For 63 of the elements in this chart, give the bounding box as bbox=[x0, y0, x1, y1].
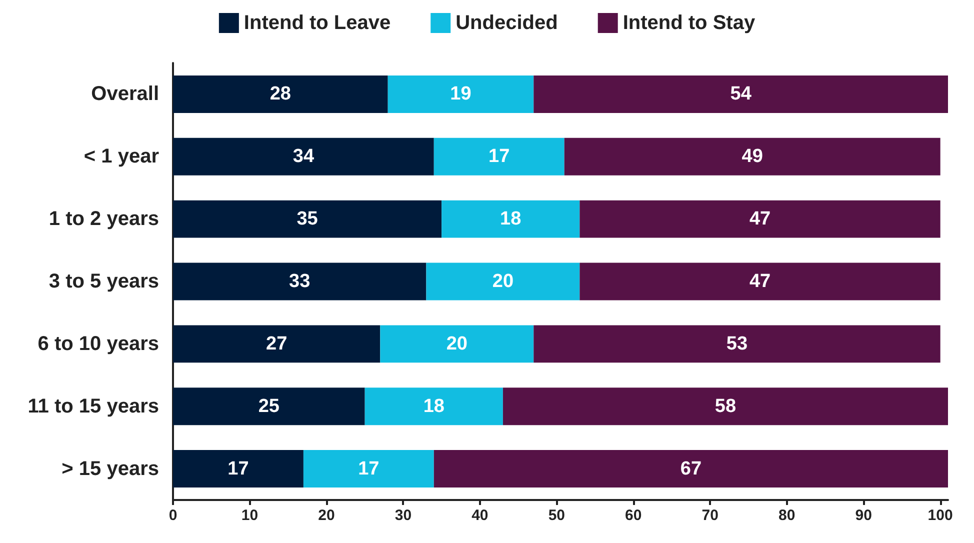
data-label: 34 bbox=[292, 146, 314, 168]
bar bbox=[173, 75, 388, 113]
data-label: 25 bbox=[258, 396, 280, 417]
bar bbox=[534, 325, 940, 363]
data-label: 58 bbox=[714, 396, 736, 417]
data-label: 35 bbox=[296, 208, 318, 230]
data-label: 19 bbox=[450, 84, 472, 105]
bar bbox=[173, 450, 304, 488]
bar bbox=[173, 325, 380, 363]
data-label: 18 bbox=[500, 208, 522, 230]
x-tick-label: 50 bbox=[548, 507, 566, 524]
legend-label: Intend to Leave bbox=[244, 12, 391, 34]
y-tick-label: 6 to 10 years bbox=[38, 332, 159, 355]
bar bbox=[173, 200, 442, 238]
x-tick-label: 40 bbox=[472, 507, 488, 524]
data-label: 53 bbox=[726, 333, 748, 354]
y-tick-label: Overall bbox=[91, 83, 159, 106]
bar bbox=[434, 138, 564, 176]
bar bbox=[564, 138, 940, 176]
x-tick-label: 90 bbox=[855, 507, 872, 524]
x-tick-label: 0 bbox=[168, 507, 178, 524]
y-tick-label: 3 to 5 years bbox=[48, 270, 159, 292]
data-label: 20 bbox=[492, 271, 514, 292]
data-label: 17 bbox=[488, 146, 510, 168]
bar bbox=[502, 388, 948, 426]
data-label: 33 bbox=[289, 271, 310, 292]
bar bbox=[580, 262, 940, 300]
bar bbox=[303, 450, 434, 488]
bar bbox=[426, 262, 580, 300]
x-tick-label: 70 bbox=[702, 507, 718, 524]
y-tick-label: > 15 years bbox=[62, 458, 159, 480]
data-label: 17 bbox=[228, 458, 249, 480]
bar bbox=[434, 450, 948, 488]
data-label: 27 bbox=[266, 333, 288, 354]
bar bbox=[173, 388, 365, 426]
bar bbox=[364, 388, 503, 426]
legend-label: Intend to Stay bbox=[622, 12, 756, 34]
x-tick-label: 20 bbox=[318, 507, 335, 524]
legend-label: Undecided bbox=[456, 12, 558, 34]
x-tick-label: 30 bbox=[394, 507, 412, 524]
bar bbox=[442, 200, 580, 238]
bar bbox=[388, 75, 534, 113]
data-label: 47 bbox=[749, 208, 771, 230]
data-label: 49 bbox=[742, 146, 763, 168]
y-tick-label: < 1 year bbox=[84, 146, 160, 168]
x-tick-label: 10 bbox=[241, 507, 258, 524]
bar bbox=[534, 75, 948, 113]
bar bbox=[380, 325, 534, 363]
data-label: 28 bbox=[270, 84, 291, 105]
y-tick-label: 1 to 2 years bbox=[48, 208, 159, 230]
x-tick-label: 60 bbox=[625, 507, 642, 524]
bar bbox=[173, 262, 426, 300]
bar bbox=[173, 138, 434, 176]
data-label: 67 bbox=[680, 458, 702, 480]
x-tick-label: 100 bbox=[928, 507, 953, 524]
data-label: 20 bbox=[446, 333, 468, 354]
data-label: 18 bbox=[423, 396, 444, 417]
x-tick-label: 80 bbox=[778, 507, 796, 524]
data-label: 17 bbox=[358, 458, 380, 480]
data-label: 54 bbox=[730, 84, 752, 105]
data-label: 47 bbox=[749, 271, 771, 292]
bar bbox=[580, 200, 940, 238]
y-tick-label: 11 to 15 years bbox=[28, 395, 159, 418]
